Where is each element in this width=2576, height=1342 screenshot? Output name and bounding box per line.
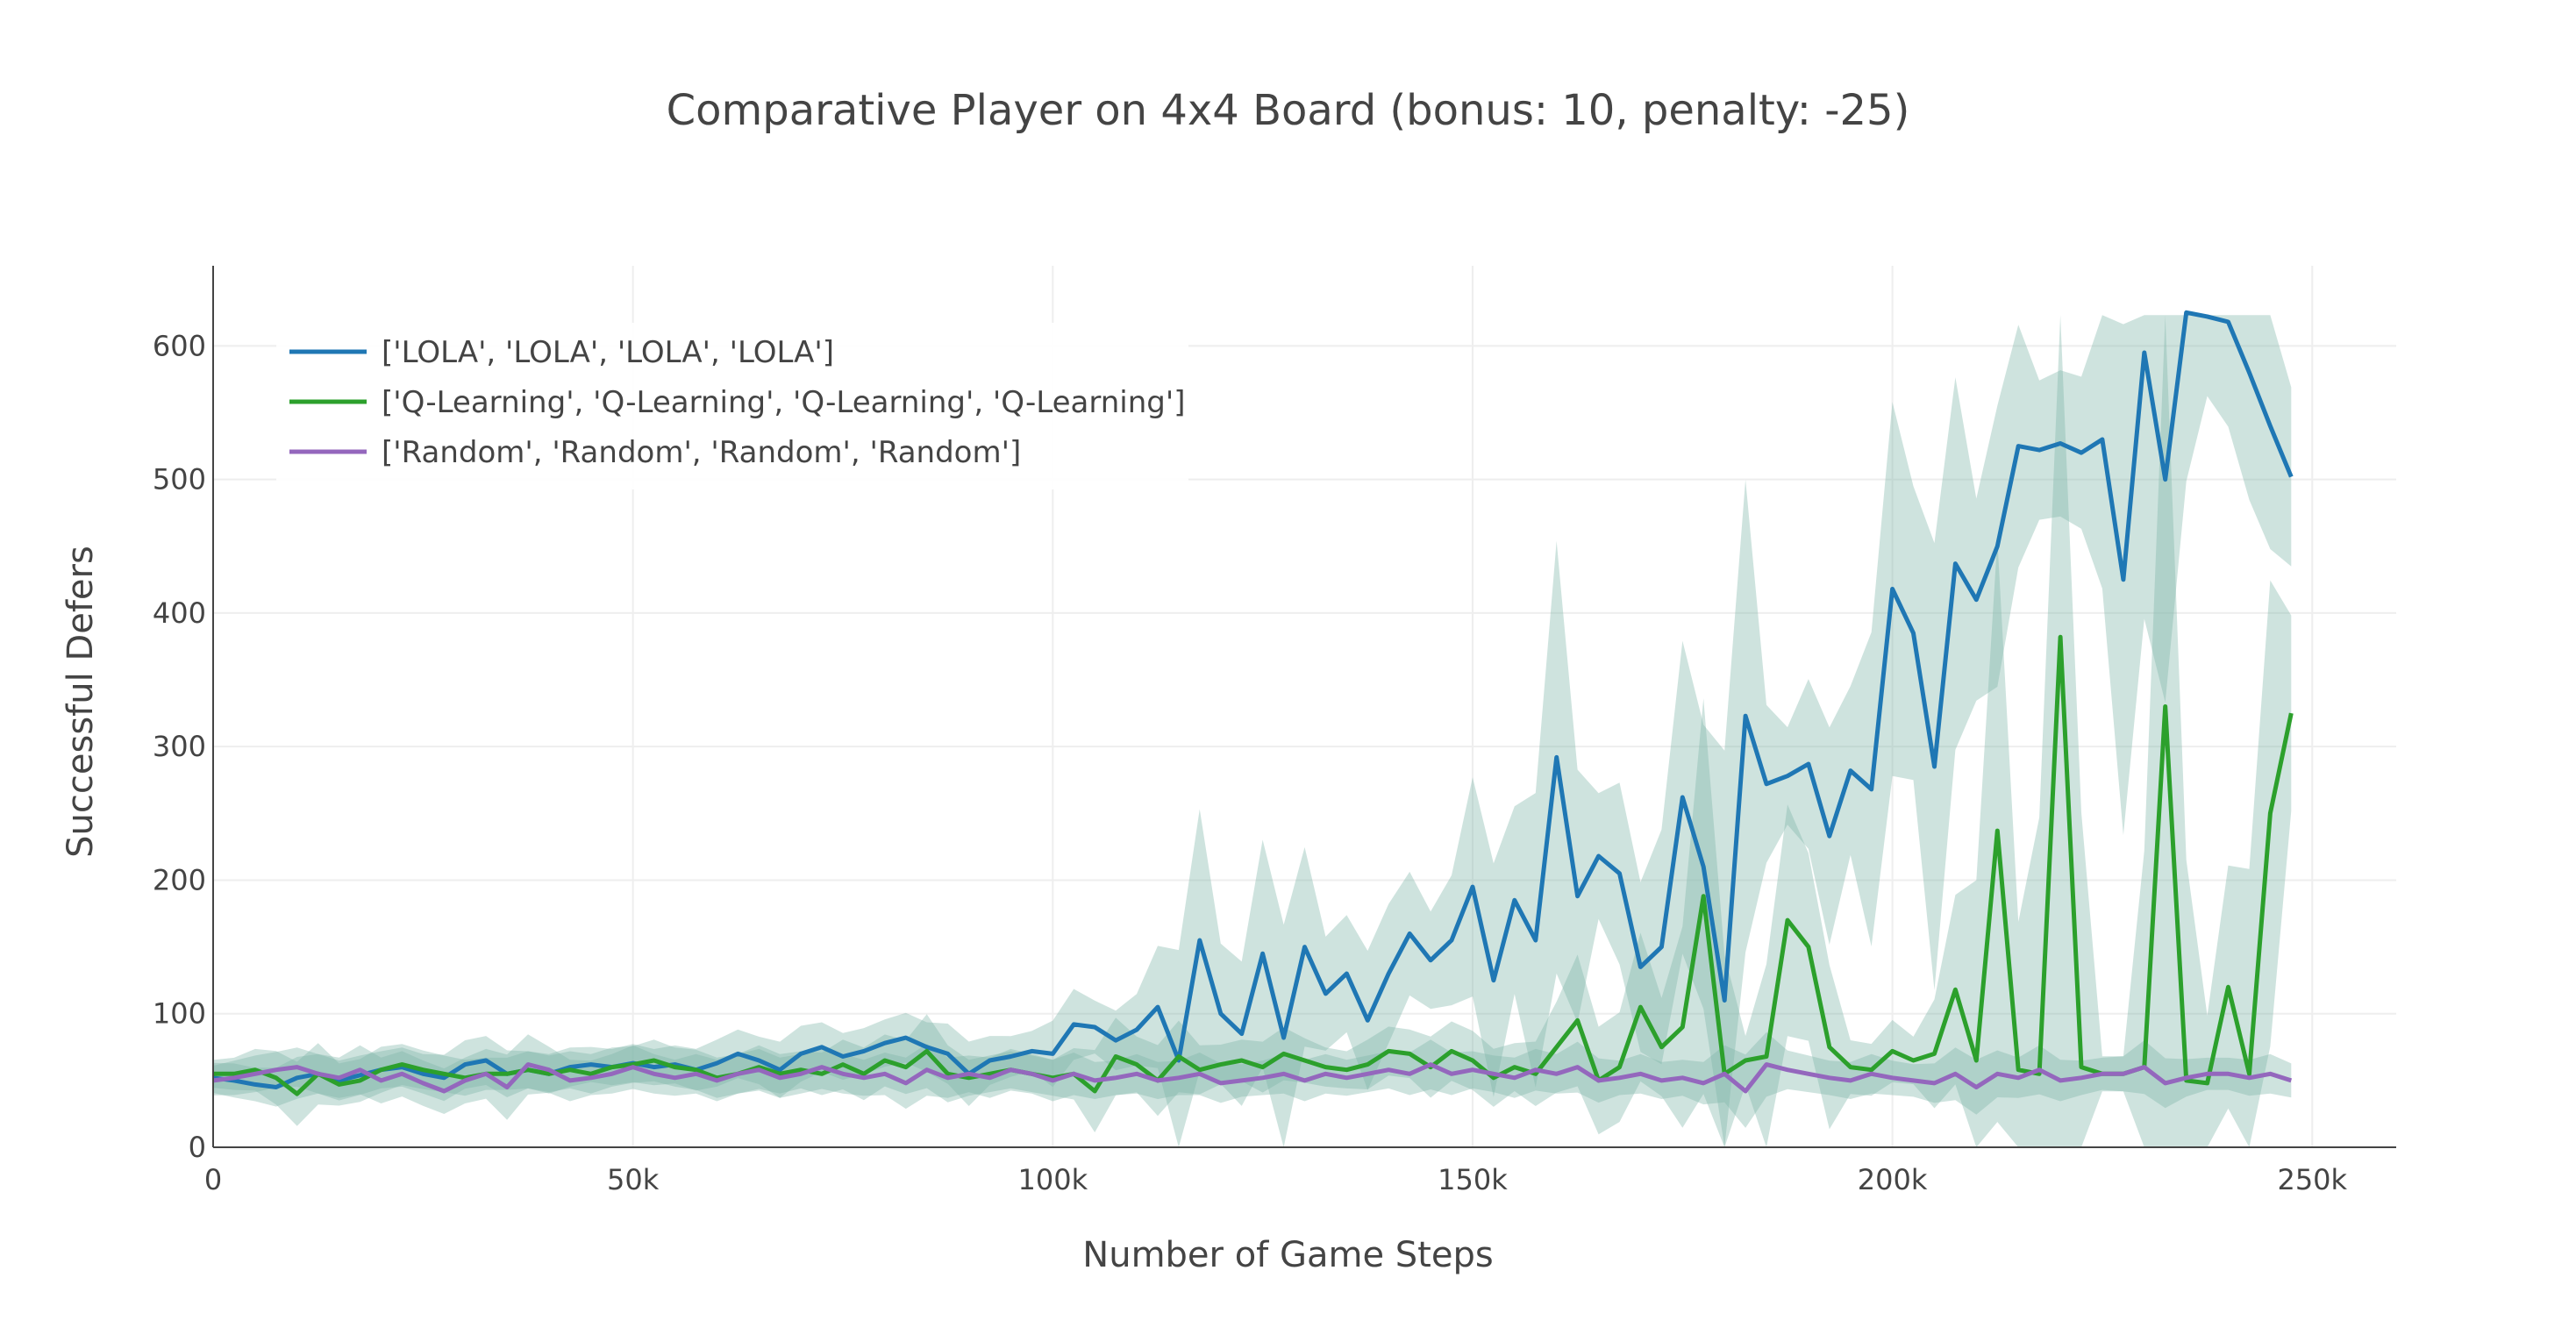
y-tick-label: 200 (153, 863, 206, 896)
series-line (213, 634, 2294, 1096)
y-tick-label: 0 (189, 1131, 206, 1164)
y-tick-label: 100 (153, 997, 206, 1031)
x-axis-title: Number of Game Steps (1082, 1235, 1494, 1275)
x-tick-label: 150k (1438, 1163, 1508, 1196)
y-tick-label: 400 (153, 596, 206, 630)
chart-title: Comparative Player on 4x4 Board (bonus: … (666, 86, 1910, 135)
legend[interactable]: ['LOLA', 'LOLA', 'LOLA', 'LOLA'] ['Q-Lear… (276, 323, 1188, 489)
x-tick-label: 50k (607, 1163, 660, 1196)
axis-layer: 0 100 200 300 400 500 600 0 50k 100k 150k 200k 250k (153, 266, 2396, 1196)
x-tick-label: 100k (1018, 1163, 1088, 1196)
x-tick-label: 0 (204, 1163, 222, 1196)
y-tick-label: 300 (153, 730, 206, 763)
legend-label: ['Random', 'Random', 'Random', 'Random'] (382, 435, 1021, 470)
legend-label: ['LOLA', 'LOLA', 'LOLA', 'LOLA'] (382, 335, 834, 370)
y-tick-label: 600 (153, 329, 206, 362)
x-tick-label: 200k (1858, 1163, 1928, 1196)
error-band (213, 315, 2292, 1147)
series-line (212, 1062, 2293, 1094)
series-layer (212, 310, 2294, 1096)
x-tick-label: 250k (2277, 1163, 2347, 1196)
legend-box (276, 323, 1188, 489)
y-tick-label: 500 (153, 463, 206, 496)
legend-label: ['Q-Learning', 'Q-Learning', 'Q-Learning… (382, 385, 1185, 420)
